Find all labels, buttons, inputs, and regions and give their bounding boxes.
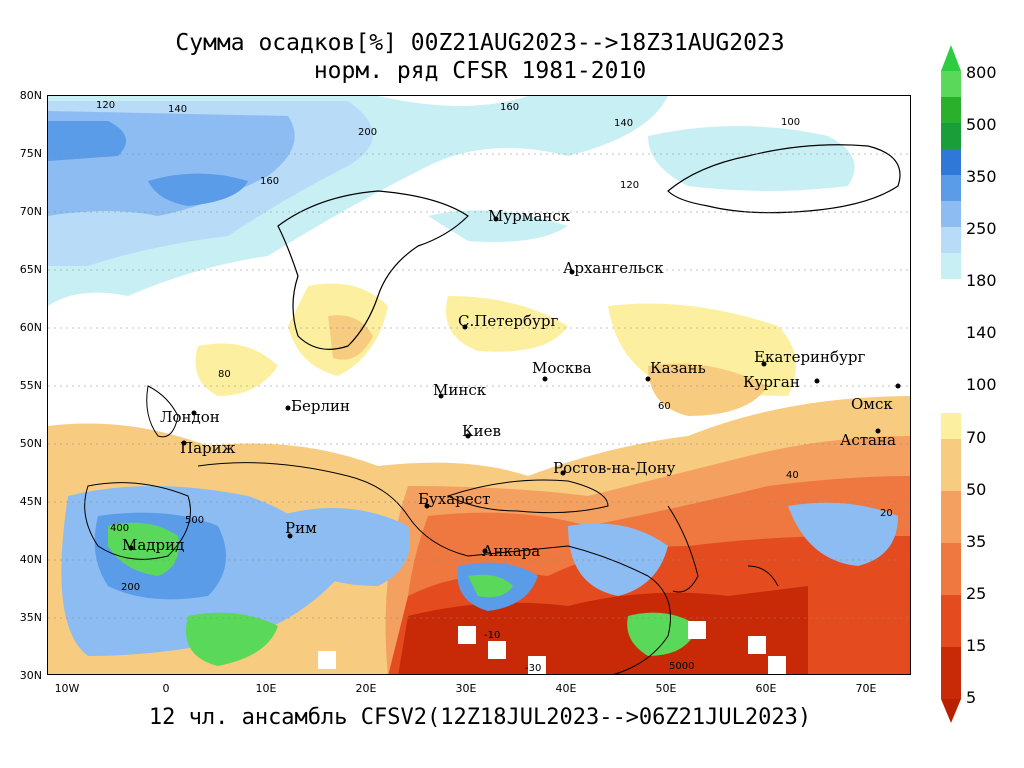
colorbar-label: 25: [966, 584, 987, 603]
colorbar-15: [941, 595, 961, 647]
contour-label: 20: [880, 508, 893, 519]
colorbar-500: [941, 97, 961, 123]
colorbar-label: 100: [966, 375, 997, 394]
city-label: Бухарест: [418, 490, 490, 508]
lon-label-40e: 40E: [555, 682, 577, 695]
colorbar-label: 180: [966, 271, 997, 290]
lon-label-50e: 50E: [655, 682, 677, 695]
contour-label: 120: [620, 180, 639, 191]
colorbar-label: 15: [966, 636, 987, 655]
lon-label-30e: 30E: [455, 682, 477, 695]
lat-label-75n: 75N: [19, 147, 42, 160]
map-title-line2: норм. ряд CFSR 1981-2010: [313, 58, 647, 84]
city-label: Екатеринбург: [754, 348, 865, 366]
colorbar-100: [941, 253, 961, 279]
colorbar-label: 500: [966, 115, 997, 134]
contour-label: 140: [614, 118, 633, 129]
lat-label-35n: 35N: [19, 611, 42, 624]
map-title-line1: Сумма осадков[%] 00Z21AUG2023-->18Z31AUG…: [175, 30, 785, 56]
lat-label-80n: 80N: [19, 89, 42, 102]
contour-label: 400: [110, 523, 129, 534]
contour-label: 80: [218, 369, 231, 380]
lat-label-70n: 70N: [19, 205, 42, 218]
colorbar-350: [941, 123, 961, 149]
city-label: Москва: [532, 359, 592, 377]
lat-label-60n: 60N: [19, 321, 42, 334]
colorbar-70: [941, 413, 961, 439]
colorbar-bottom-arrow: [941, 699, 961, 723]
colorbar-800: [941, 71, 961, 97]
colorbar-label: 5: [966, 688, 977, 707]
contour-label: 140: [168, 104, 187, 115]
lat-label-50n: 50N: [19, 437, 42, 450]
colorbar-label: 350: [966, 167, 997, 186]
colorbar-120: [941, 227, 961, 253]
city-label: Астана: [840, 431, 896, 449]
contour-label: 5000: [669, 661, 694, 672]
contour-label: 160: [260, 176, 279, 187]
colorbar-top-arrow: [941, 45, 961, 71]
lat-label-45n: 45N: [19, 495, 42, 508]
city-label: С.Петербург: [458, 312, 558, 330]
lon-label-10e: 10E: [255, 682, 277, 695]
city-label: Париж: [180, 439, 236, 457]
city-label: Минск: [433, 381, 487, 399]
city-label: Архангельск: [563, 259, 664, 277]
city-label: Мурманск: [488, 207, 571, 225]
city-label: Курган: [743, 373, 800, 391]
colorbar-25: [941, 543, 961, 595]
contour-label: 100: [781, 117, 800, 128]
colorbar-250: [941, 149, 961, 175]
colorbar-label: 50: [966, 480, 987, 499]
city-label: Анкара: [482, 542, 540, 560]
precipitation-map: Мурманск Архангельск С.Петербург Москва …: [47, 95, 911, 675]
colorbar-35: [941, 491, 961, 543]
lat-label-40n: 40N: [19, 553, 42, 566]
lon-label-60e: 60E: [755, 682, 777, 695]
contour-label: 200: [358, 127, 377, 138]
contour-label: 60: [658, 401, 671, 412]
city-label: Омск: [851, 395, 893, 413]
city-label: Лондон: [160, 408, 220, 426]
colorbar-label: 800: [966, 63, 997, 82]
ensemble-footer: 12 чл. ансамбль CFSV2(12Z18JUL2023-->06Z…: [148, 705, 812, 730]
lon-label-10w: 10W: [54, 682, 80, 695]
city-label: Казань: [650, 359, 706, 377]
contour-label: 200: [121, 582, 140, 593]
contour-label: 120: [96, 100, 115, 111]
colorbar-50: [941, 439, 961, 491]
city-label: Киев: [462, 422, 501, 440]
lon-label-70e: 70E: [855, 682, 877, 695]
contour-label: -10: [484, 630, 500, 641]
colorbar-label: 70: [966, 428, 987, 447]
contour-label: 40: [786, 470, 799, 481]
contour-label: 160: [500, 102, 519, 113]
city-label: Мадрид: [122, 536, 184, 554]
lon-label-0: 0: [162, 682, 170, 695]
city-label: Ростов-на-Дону: [553, 459, 676, 477]
colorbar-180: [941, 175, 961, 201]
lat-label-65n: 65N: [19, 263, 42, 276]
contour-label: -30: [525, 663, 541, 674]
colorbar-5: [941, 647, 961, 699]
colorbar-label: 250: [966, 219, 997, 238]
city-label: Берлин: [291, 397, 350, 415]
lat-label-55n: 55N: [19, 379, 42, 392]
contour-label: 500: [185, 515, 204, 526]
lon-label-20e: 20E: [355, 682, 377, 695]
colorbar-label: 35: [966, 532, 987, 551]
colorbar-140: [941, 201, 961, 227]
city-label: Рим: [285, 519, 317, 537]
lat-label-30n: 30N: [19, 669, 42, 682]
colorbar-label: 140: [966, 323, 997, 342]
